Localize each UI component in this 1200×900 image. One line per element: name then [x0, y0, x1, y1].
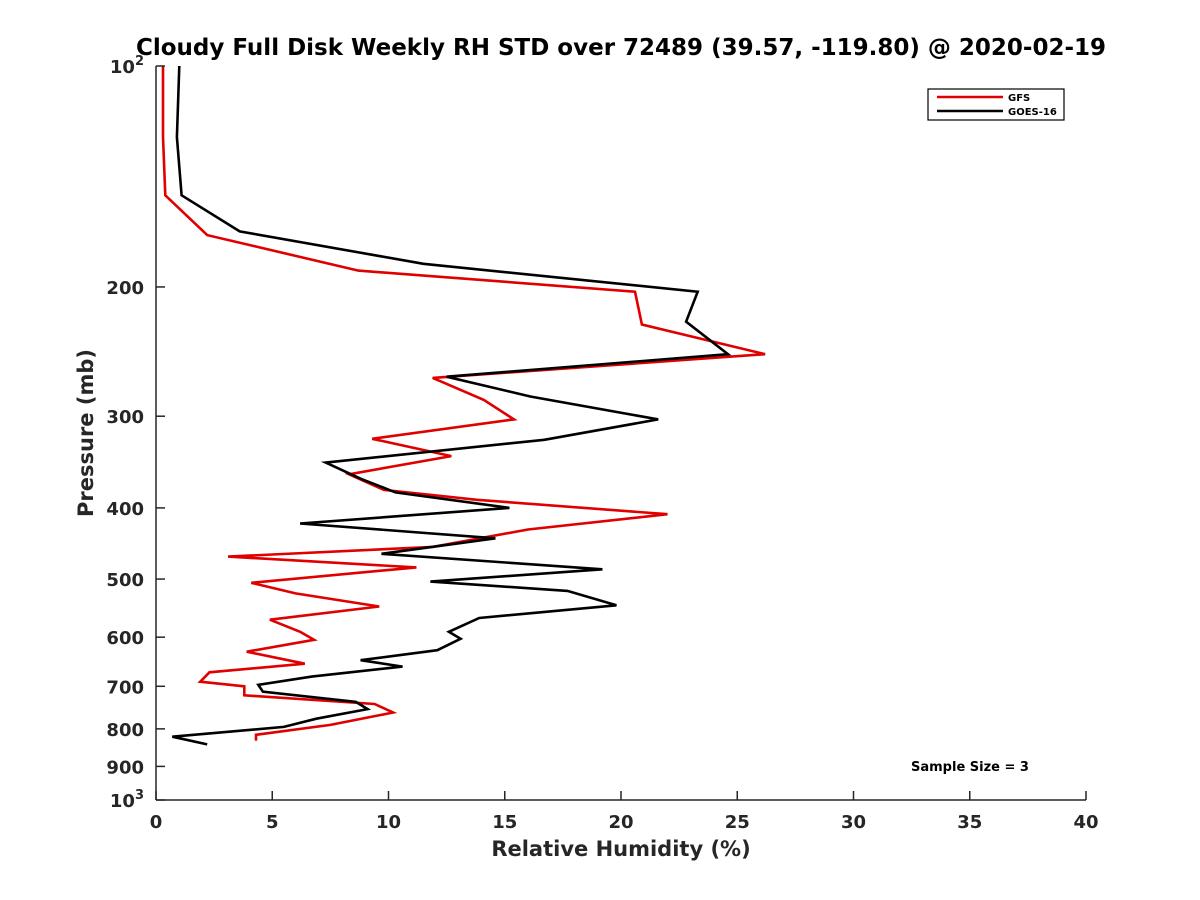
y-tick-label-400: 400 — [106, 499, 144, 520]
x-tick-label-40: 40 — [1073, 812, 1098, 833]
x-axis-label: Relative Humidity (%) — [491, 837, 750, 861]
y-tick-label-300: 300 — [106, 407, 144, 428]
series-line-gfs — [161, 66, 766, 741]
legend: GFS GOES-16 — [927, 88, 1065, 121]
x-tick-label-25: 25 — [725, 812, 750, 833]
y-tick-label-600: 600 — [106, 628, 144, 649]
y-tick-label-900: 900 — [106, 757, 144, 778]
sample-size-annotation: Sample Size = 3 — [911, 760, 1029, 775]
x-ticks: 0 5 10 15 20 25 30 35 40 — [150, 791, 1099, 833]
y-tick-label-200: 200 — [106, 278, 144, 299]
x-tick-label-15: 15 — [492, 812, 517, 833]
y-tick-label-800: 800 — [106, 720, 144, 741]
y-ticks: 102 200 300 400 500 600 700 800 900 103 — [106, 54, 165, 812]
legend-label-goes16: GOES-16 — [1008, 107, 1057, 118]
x-tick-label-30: 30 — [841, 812, 866, 833]
series-line-goes16 — [172, 65, 732, 746]
plot-area: 0 5 10 15 20 25 30 35 40 102 200 300 400 500 600 700 80… — [106, 54, 1098, 833]
y-tick-label-1000: 103 — [110, 788, 144, 812]
y-tick-label-100: 102 — [110, 54, 144, 78]
x-tick-label-10: 10 — [376, 812, 401, 833]
y-tick-label-700: 700 — [106, 677, 144, 698]
legend-box — [927, 88, 1065, 121]
series-layer — [161, 65, 766, 746]
x-tick-label-20: 20 — [608, 812, 633, 833]
x-tick-label-0: 0 — [150, 812, 163, 833]
legend-label-gfs: GFS — [1008, 93, 1030, 104]
y-tick-label-500: 500 — [106, 570, 144, 591]
x-tick-label-35: 35 — [957, 812, 982, 833]
chart-title: Cloudy Full Disk Weekly RH STD over 7248… — [136, 35, 1106, 61]
x-tick-label-5: 5 — [266, 812, 279, 833]
y-axis-label: Pressure (mb) — [74, 349, 98, 517]
